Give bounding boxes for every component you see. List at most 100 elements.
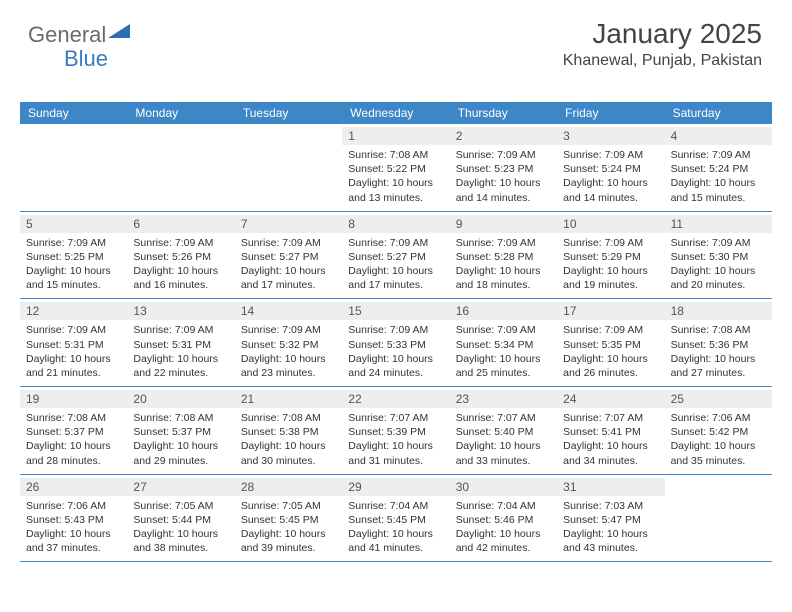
day-details: Sunrise: 7:09 AMSunset: 5:23 PMDaylight:… [456, 148, 551, 205]
weekday-header: Tuesday [235, 102, 342, 124]
day-cell: 11 Sunrise: 7:09 AMSunset: 5:30 PMDayligh… [665, 212, 772, 299]
day-details: Sunrise: 7:05 AMSunset: 5:45 PMDaylight:… [241, 499, 336, 556]
day-cell: 22Sunrise: 7:07 AMSunset: 5:39 PMDayligh… [342, 387, 449, 474]
day-details: Sunrise: 7:03 AMSunset: 5:47 PMDaylight:… [563, 499, 658, 556]
day-details: Sunrise: 7:09 AMSunset: 5:26 PMDaylight:… [133, 236, 228, 293]
day-cell: 19Sunrise: 7:08 AMSunset: 5:37 PMDayligh… [20, 387, 127, 474]
day-number: 12 [20, 302, 127, 320]
day-details: Sunrise: 7:09 AMSunset: 5:34 PMDaylight:… [456, 323, 551, 380]
day-cell: 28Sunrise: 7:05 AMSunset: 5:45 PMDayligh… [235, 475, 342, 562]
week-row: 1Sunrise: 7:08 AMSunset: 5:22 PMDaylight… [20, 124, 772, 212]
day-details: Sunrise: 7:04 AMSunset: 5:45 PMDaylight:… [348, 499, 443, 556]
day-cell [235, 124, 342, 211]
daylight-line: Daylight: 10 hours and 17 minutes. [241, 264, 336, 292]
sunrise-line: Sunrise: 7:08 AM [671, 323, 766, 337]
day-cell: 2Sunrise: 7:09 AMSunset: 5:23 PMDaylight… [450, 124, 557, 211]
day-details: Sunrise: 7:09 AMSunset: 5:32 PMDaylight:… [241, 323, 336, 380]
sunrise-line: Sunrise: 7:03 AM [563, 499, 658, 513]
daylight-line: Daylight: 10 hours and 14 minutes. [456, 176, 551, 204]
sunrise-line: Sunrise: 7:06 AM [26, 499, 121, 513]
day-details: Sunrise: 7:09 AMSunset: 5:33 PMDaylight:… [348, 323, 443, 380]
sunset-line: Sunset: 5:38 PM [241, 425, 336, 439]
sunrise-line: Sunrise: 7:09 AM [241, 323, 336, 337]
day-details: Sunrise: 7:09 AMSunset: 5:30 PMDaylight:… [671, 236, 766, 293]
sunset-line: Sunset: 5:43 PM [26, 513, 121, 527]
sunrise-line: Sunrise: 7:06 AM [671, 411, 766, 425]
sunrise-line: Sunrise: 7:09 AM [456, 323, 551, 337]
day-number: 11 [665, 215, 772, 233]
sunset-line: Sunset: 5:25 PM [26, 250, 121, 264]
day-number: 16 [450, 302, 557, 320]
day-number: 10 [557, 215, 664, 233]
day-number [235, 127, 342, 145]
weekday-header: Monday [127, 102, 234, 124]
day-number: 1 [342, 127, 449, 145]
sunset-line: Sunset: 5:35 PM [563, 338, 658, 352]
sunrise-line: Sunrise: 7:07 AM [348, 411, 443, 425]
sunrise-line: Sunrise: 7:05 AM [133, 499, 228, 513]
day-number: 9 [450, 215, 557, 233]
day-cell: 18 Sunrise: 7:08 AMSunset: 5:36 PMDayligh… [665, 299, 772, 386]
day-details: Sunrise: 7:06 AMSunset: 5:43 PMDaylight:… [26, 499, 121, 556]
daylight-line: Daylight: 10 hours and 17 minutes. [348, 264, 443, 292]
sunrise-line: Sunrise: 7:09 AM [26, 236, 121, 250]
day-details: Sunrise: 7:04 AMSunset: 5:46 PMDaylight:… [456, 499, 551, 556]
daylight-line: Daylight: 10 hours and 18 minutes. [456, 264, 551, 292]
sunset-line: Sunset: 5:37 PM [133, 425, 228, 439]
daylight-line: Daylight: 10 hours and 42 minutes. [456, 527, 551, 555]
daylight-line: Daylight: 10 hours and 37 minutes. [26, 527, 121, 555]
sunset-line: Sunset: 5:24 PM [563, 162, 658, 176]
day-cell [665, 475, 772, 562]
sunset-line: Sunset: 5:31 PM [26, 338, 121, 352]
day-number: 8 [342, 215, 449, 233]
day-number: 18 [665, 302, 772, 320]
sunrise-line: Sunrise: 7:09 AM [563, 148, 658, 162]
day-number: 23 [450, 390, 557, 408]
daylight-line: Daylight: 10 hours and 33 minutes. [456, 439, 551, 467]
day-details: Sunrise: 7:09 AMSunset: 5:27 PMDaylight:… [241, 236, 336, 293]
sunset-line: Sunset: 5:26 PM [133, 250, 228, 264]
day-details: Sunrise: 7:09 AMSunset: 5:28 PMDaylight:… [456, 236, 551, 293]
day-cell: 30Sunrise: 7:04 AMSunset: 5:46 PMDayligh… [450, 475, 557, 562]
day-number: 31 [557, 478, 664, 496]
sunrise-line: Sunrise: 7:07 AM [563, 411, 658, 425]
day-cell: 24 Sunrise: 7:07 AMSunset: 5:41 PMDayligh… [557, 387, 664, 474]
weekday-header: Sunday [20, 102, 127, 124]
day-number: 15 [342, 302, 449, 320]
sunrise-line: Sunrise: 7:09 AM [671, 148, 766, 162]
day-cell: 23Sunrise: 7:07 AMSunset: 5:40 PMDayligh… [450, 387, 557, 474]
sunrise-line: Sunrise: 7:07 AM [456, 411, 551, 425]
day-cell: 7Sunrise: 7:09 AMSunset: 5:27 PMDaylight… [235, 212, 342, 299]
sunrise-line: Sunrise: 7:04 AM [348, 499, 443, 513]
day-details: Sunrise: 7:07 AMSunset: 5:41 PMDaylight:… [563, 411, 658, 468]
sunrise-line: Sunrise: 7:08 AM [348, 148, 443, 162]
day-cell: 9 Sunrise: 7:09 AMSunset: 5:28 PMDaylight… [450, 212, 557, 299]
day-number: 24 [557, 390, 664, 408]
day-details: Sunrise: 7:07 AMSunset: 5:39 PMDaylight:… [348, 411, 443, 468]
sunset-line: Sunset: 5:36 PM [671, 338, 766, 352]
sunset-line: Sunset: 5:28 PM [456, 250, 551, 264]
day-cell: 31 Sunrise: 7:03 AMSunset: 5:47 PMDayligh… [557, 475, 664, 562]
sunset-line: Sunset: 5:23 PM [456, 162, 551, 176]
daylight-line: Daylight: 10 hours and 30 minutes. [241, 439, 336, 467]
day-details: Sunrise: 7:09 AMSunset: 5:31 PMDaylight:… [26, 323, 121, 380]
daylight-line: Daylight: 10 hours and 26 minutes. [563, 352, 658, 380]
day-cell: 25Sunrise: 7:06 AMSunset: 5:42 PMDayligh… [665, 387, 772, 474]
daylight-line: Daylight: 10 hours and 31 minutes. [348, 439, 443, 467]
sunset-line: Sunset: 5:33 PM [348, 338, 443, 352]
logo-text-general: General [28, 22, 106, 48]
sunrise-line: Sunrise: 7:09 AM [456, 236, 551, 250]
day-cell: 12 Sunrise: 7:09 AMSunset: 5:31 PMDayligh… [20, 299, 127, 386]
daylight-line: Daylight: 10 hours and 38 minutes. [133, 527, 228, 555]
day-cell: 29Sunrise: 7:04 AMSunset: 5:45 PMDayligh… [342, 475, 449, 562]
daylight-line: Daylight: 10 hours and 29 minutes. [133, 439, 228, 467]
sunset-line: Sunset: 5:37 PM [26, 425, 121, 439]
daylight-line: Daylight: 10 hours and 27 minutes. [671, 352, 766, 380]
sunrise-line: Sunrise: 7:04 AM [456, 499, 551, 513]
sunrise-line: Sunrise: 7:09 AM [456, 148, 551, 162]
day-cell: 15 Sunrise: 7:09 AMSunset: 5:33 PMDayligh… [342, 299, 449, 386]
sunrise-line: Sunrise: 7:09 AM [133, 236, 228, 250]
day-number: 5 [20, 215, 127, 233]
daylight-line: Daylight: 10 hours and 13 minutes. [348, 176, 443, 204]
daylight-line: Daylight: 10 hours and 41 minutes. [348, 527, 443, 555]
